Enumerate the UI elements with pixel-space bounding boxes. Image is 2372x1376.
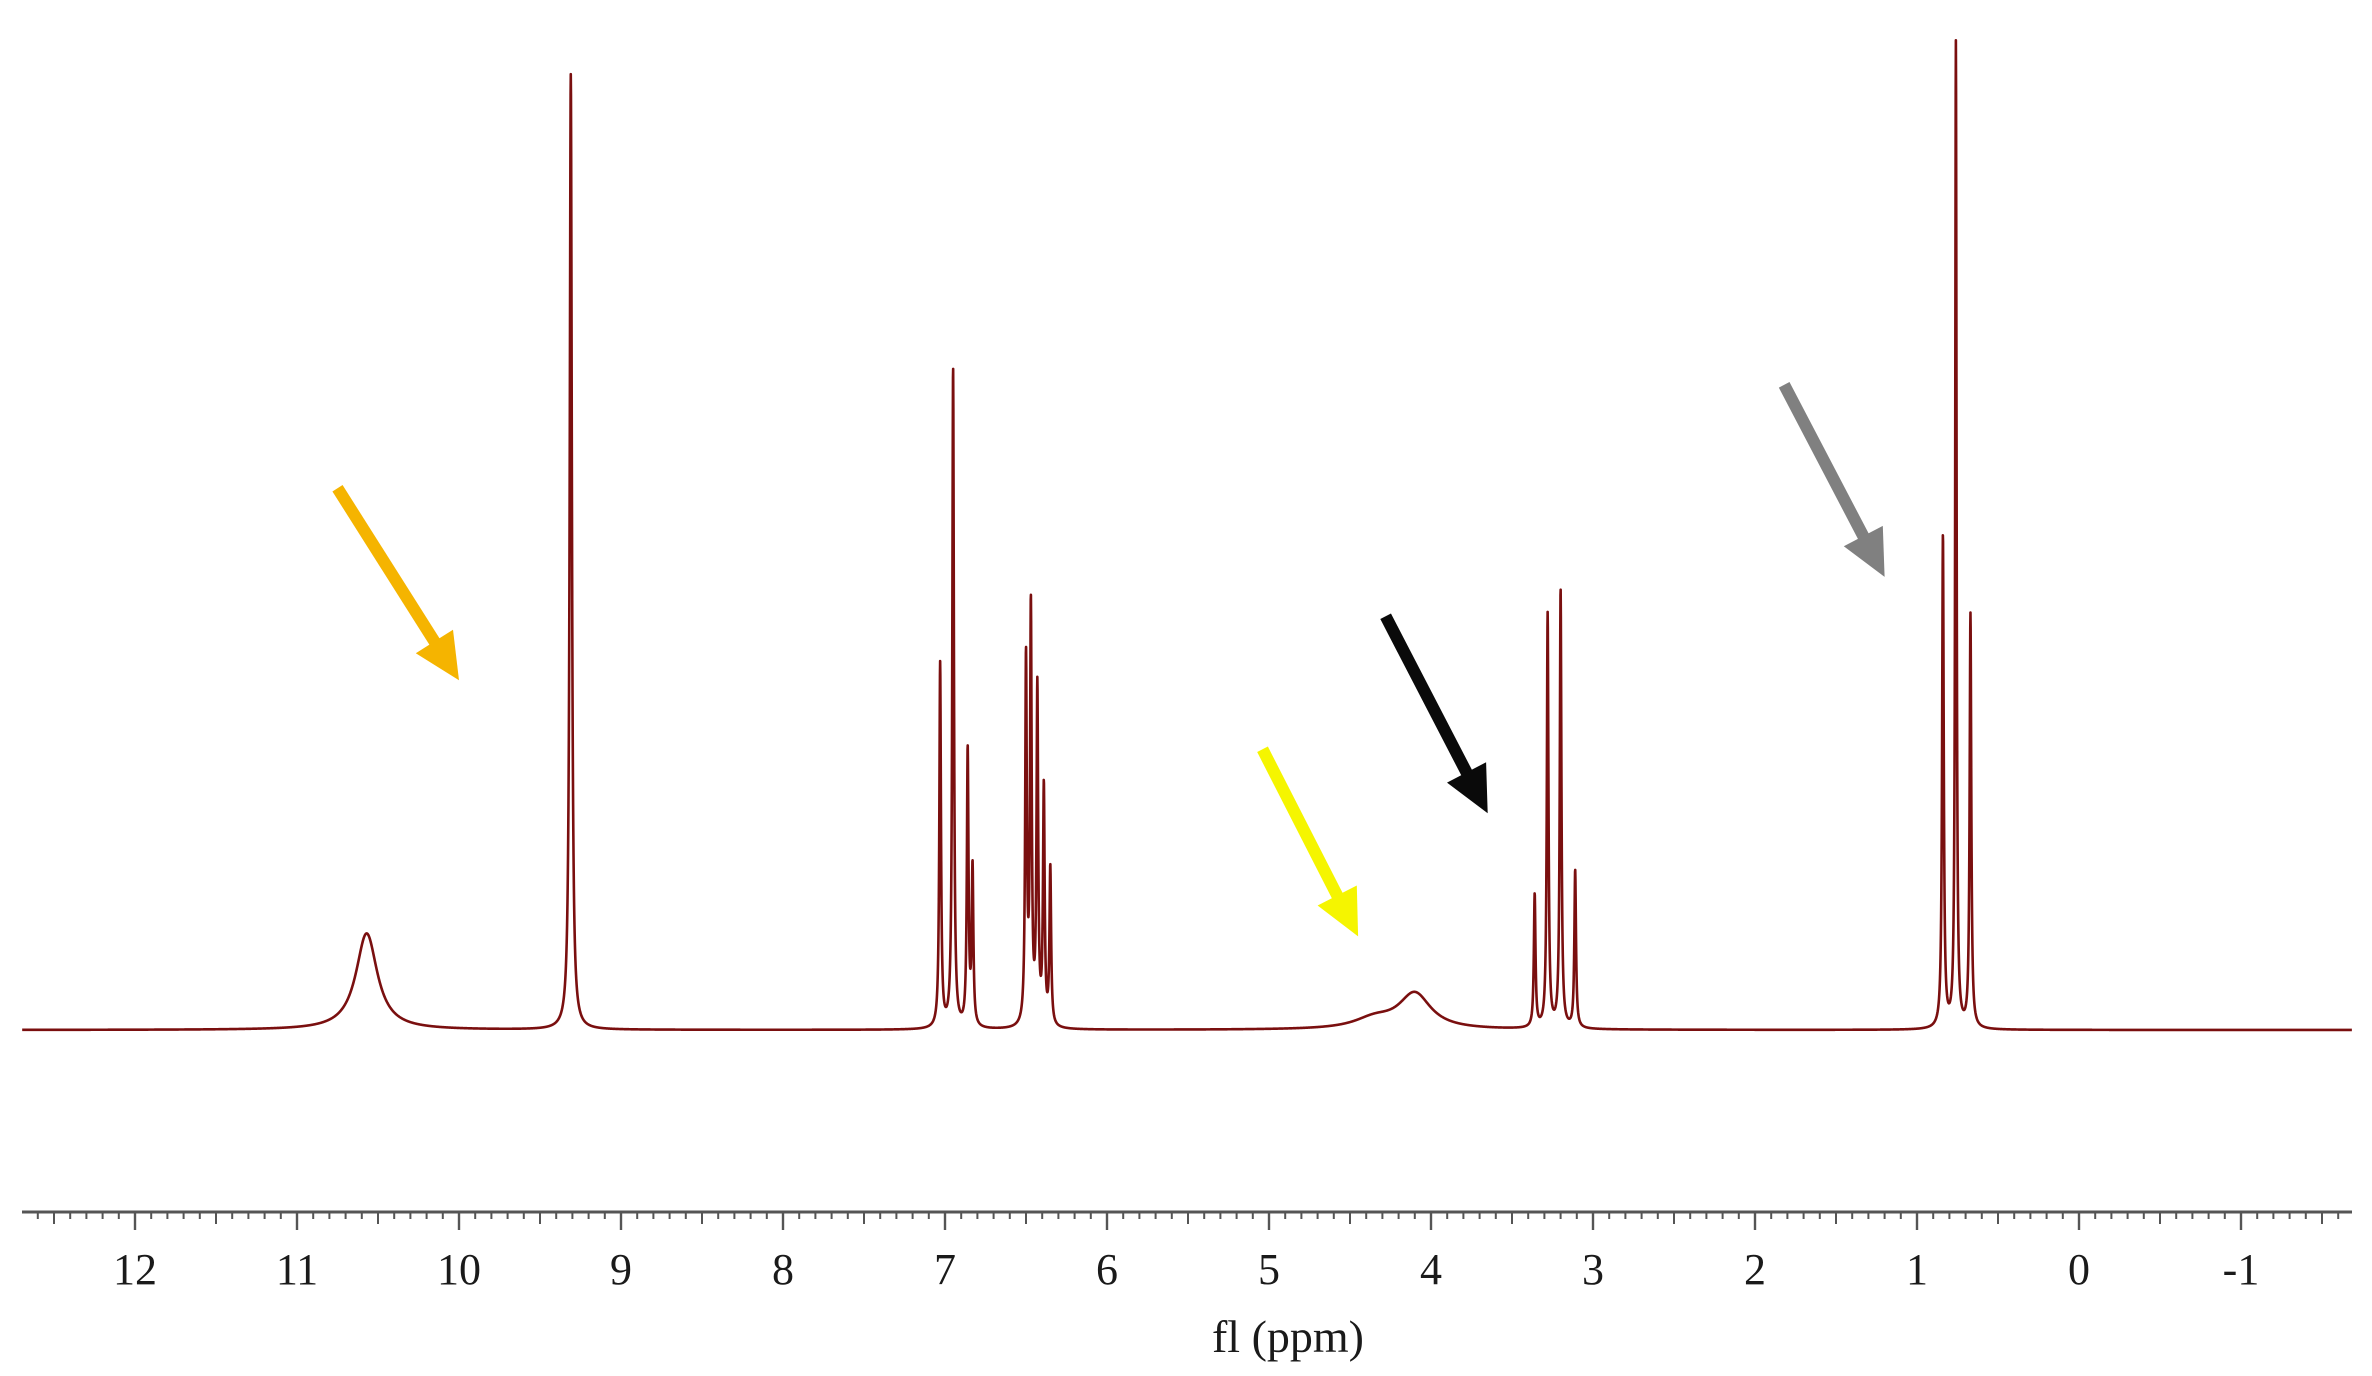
x-axis-major-ticks bbox=[133, 1212, 2243, 1230]
tick-label: 8 bbox=[772, 1245, 794, 1294]
annotation-arrow bbox=[1778, 382, 1885, 577]
spectrum-trace bbox=[21, 39, 2353, 1032]
tick-label: 5 bbox=[1258, 1245, 1280, 1294]
arrow-shaft bbox=[332, 485, 442, 649]
x-axis: 12 11 10 9 8 7 6 5 4 3 2 1 0 -1 bbox=[22, 1210, 2352, 1294]
x-axis-minor-ticks bbox=[36, 1212, 2340, 1224]
annotation-arrow bbox=[1380, 613, 1488, 814]
arrow-head bbox=[1843, 525, 1885, 577]
annotation-arrow bbox=[1257, 746, 1359, 937]
tick-label: 1 bbox=[1906, 1245, 1928, 1294]
x-axis-title: fl (ppm) bbox=[1212, 1311, 1364, 1362]
tick-label: 6 bbox=[1096, 1245, 1118, 1294]
tick-label: 11 bbox=[276, 1245, 318, 1294]
tick-label: 3 bbox=[1582, 1245, 1604, 1294]
tick-label: 4 bbox=[1420, 1245, 1442, 1294]
arrow-head bbox=[1317, 885, 1359, 937]
tick-label: 12 bbox=[113, 1245, 157, 1294]
tick-label: 10 bbox=[437, 1245, 481, 1294]
tick-label: 9 bbox=[610, 1245, 632, 1294]
tick-label: 7 bbox=[934, 1245, 956, 1294]
tick-label: 2 bbox=[1744, 1245, 1766, 1294]
arrow-head bbox=[1447, 762, 1488, 814]
arrow-shaft bbox=[1257, 746, 1345, 902]
arrow-shaft bbox=[1778, 382, 1871, 543]
x-axis-tick-labels: 12 11 10 9 8 7 6 5 4 3 2 1 0 -1 bbox=[113, 1245, 2259, 1294]
arrow-head bbox=[415, 629, 459, 681]
annotation-arrow bbox=[332, 485, 459, 681]
tick-label: -1 bbox=[2223, 1245, 2260, 1294]
arrow-shaft bbox=[1380, 613, 1474, 779]
annotation-arrows bbox=[332, 382, 1885, 937]
tick-label: 0 bbox=[2068, 1245, 2090, 1294]
